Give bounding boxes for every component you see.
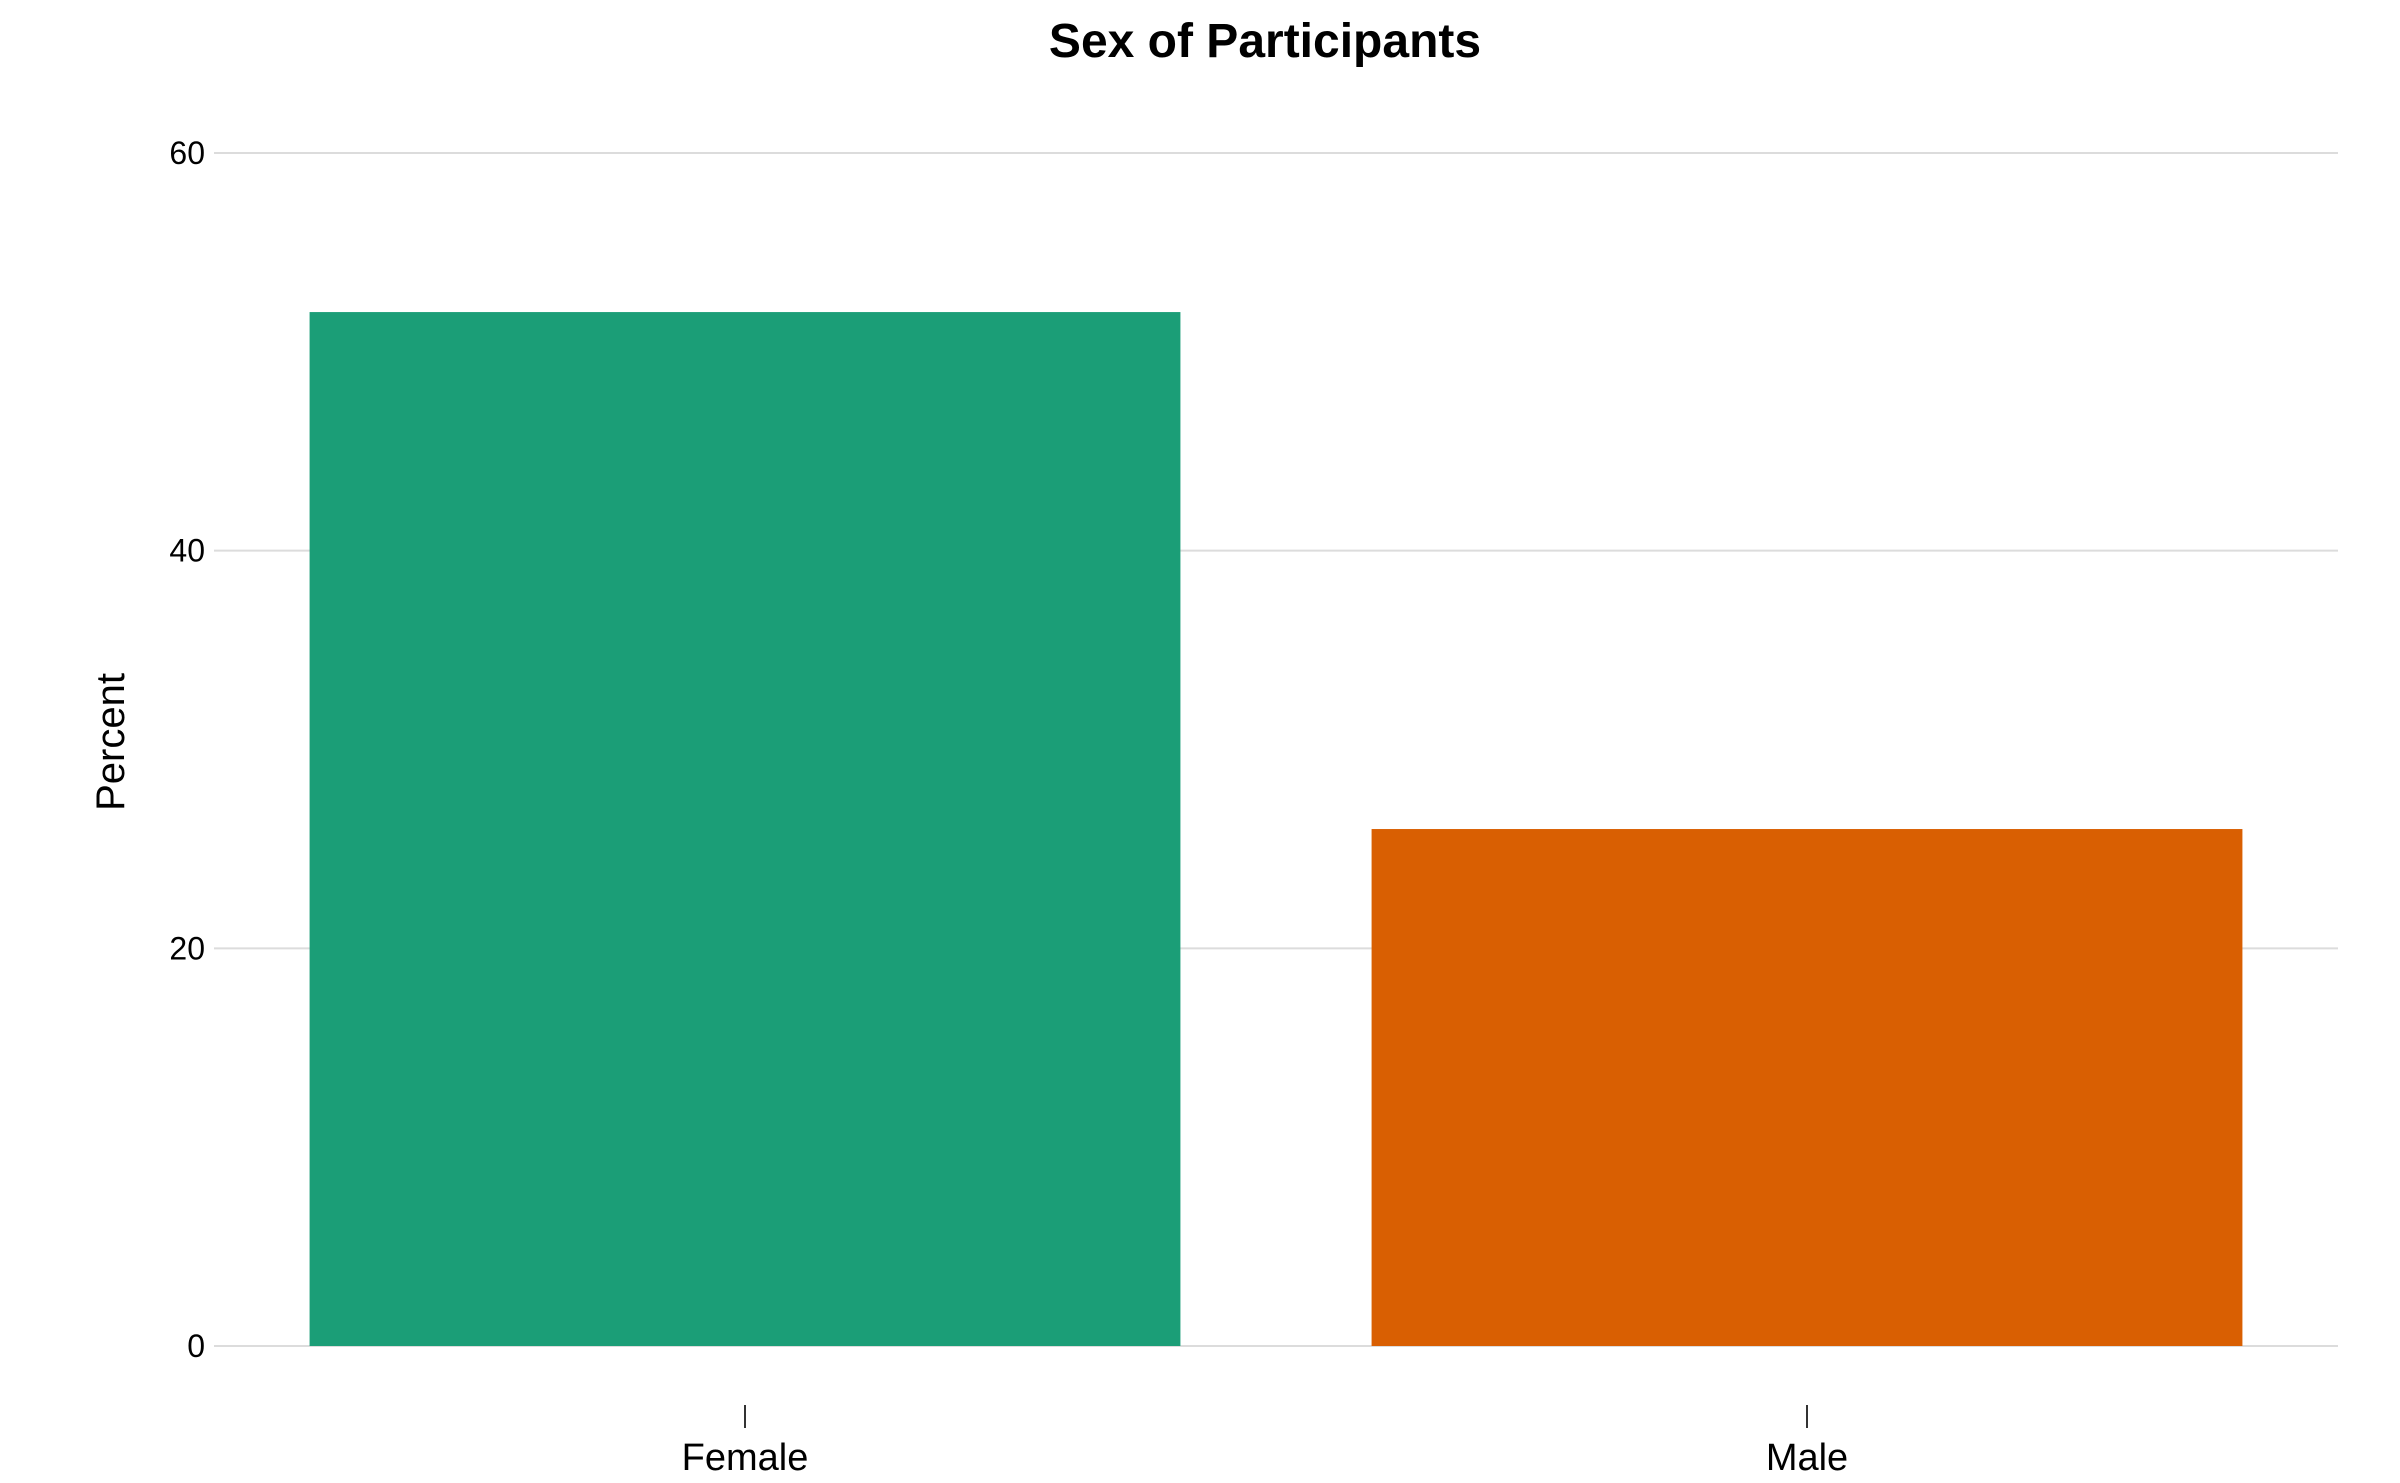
bar-female [309,312,1181,1347]
x-tick-label: Male [1766,1437,1848,1479]
chart-title: Sex of Participants [1049,15,1481,68]
bars [309,312,2243,1347]
bar-male [1371,829,2243,1346]
y-axis-ticks: 0 20 40 60 [169,135,205,1364]
y-tick-label: 40 [169,533,205,569]
y-tick-label: 60 [169,135,205,171]
y-tick-label: 0 [187,1328,205,1364]
x-axis-ticks: Female Male [682,1405,1848,1479]
y-axis-label: Percent [89,673,133,811]
y-tick-label: 20 [169,930,205,966]
x-tick-label: Female [682,1437,809,1479]
